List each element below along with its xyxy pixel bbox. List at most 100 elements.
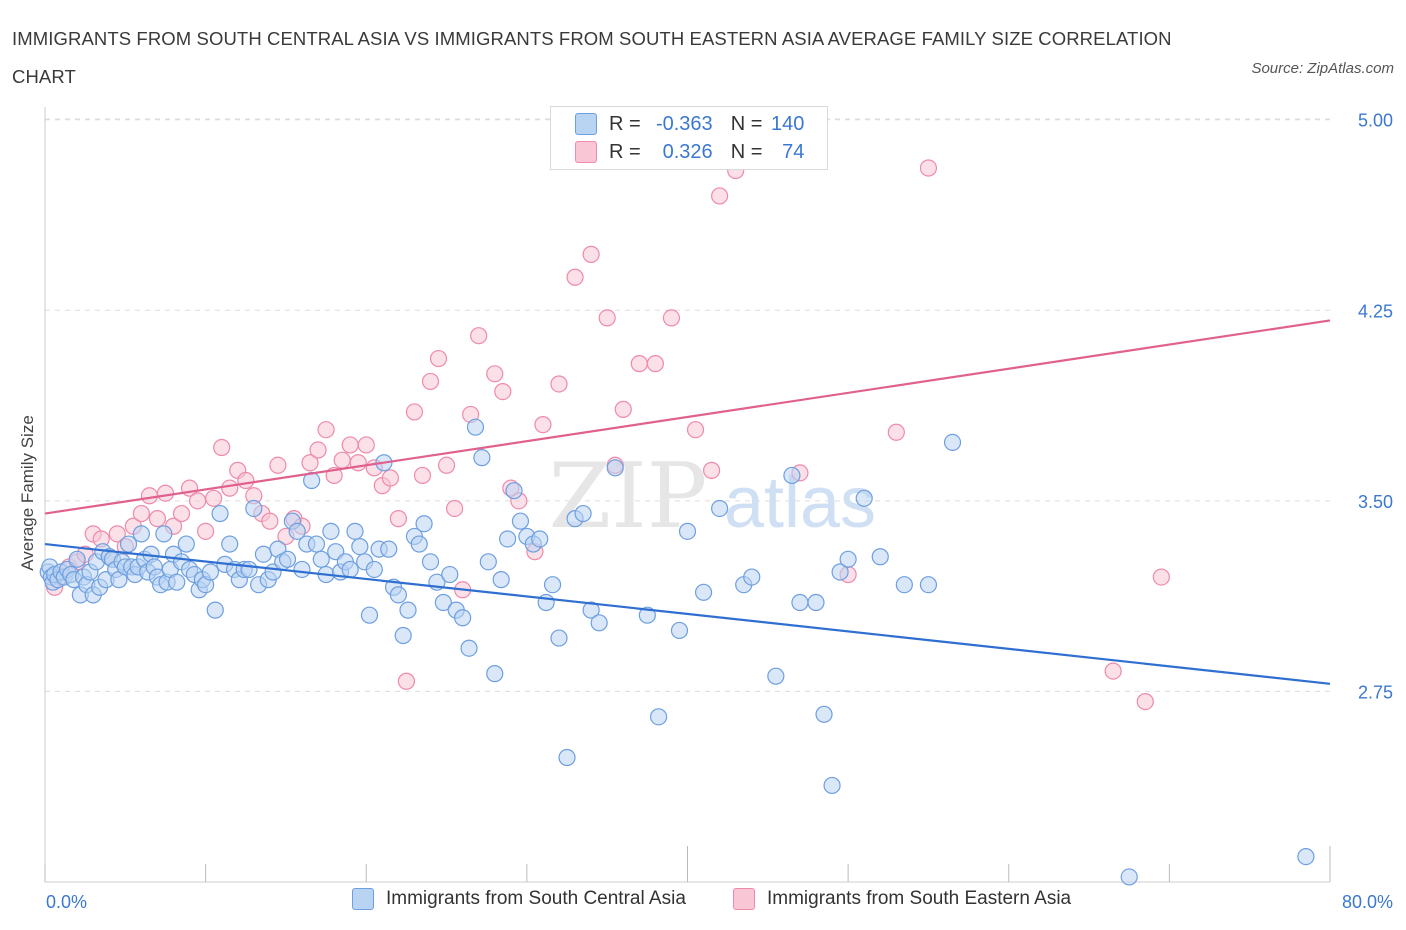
legend-r-label: R = [609,112,641,135]
data-point [293,560,311,579]
data-point [614,400,632,418]
legend-swatch-blue [575,113,597,135]
data-point [322,522,340,540]
data-point [301,454,319,472]
data-point [1297,847,1315,866]
data-point [743,568,761,586]
data-point [309,441,327,459]
data-point [140,487,159,505]
data-point [399,601,417,619]
data-point [702,461,721,479]
data-point [606,459,624,477]
source-label: Source: ZipAtlas.com [1251,60,1394,77]
data-point [815,705,833,723]
data-point [168,573,186,591]
legend-n-label: N = [730,140,763,163]
data-point [711,499,729,518]
data-point [206,601,224,619]
data-point [895,576,913,594]
data-point [172,504,191,523]
data-point [558,748,576,767]
y-tick-label: 4.25 [1358,301,1393,321]
data-point [590,614,608,632]
legend-item-south-eastern-asia[interactable]: Immigrants from South Eastern Asia [733,888,1071,910]
data-point [197,522,215,540]
data-point [1152,568,1170,586]
data-point [460,639,478,657]
data-point [767,667,785,685]
data-point [466,418,485,436]
data-point [479,553,497,571]
data-point [341,560,359,579]
data-point [288,522,306,540]
data-point [437,456,456,474]
legend-swatch-blue [352,888,374,910]
series-south-central-asia [39,418,1315,886]
data-point [511,512,530,530]
data-point [670,621,689,640]
legend-n-label: N = [730,112,763,135]
data-point [831,563,849,581]
legend-n-value: 74 [782,140,805,163]
legend-swatch-pink [575,141,597,163]
chart-title: IMMIGRANTS FROM SOUTH CENTRAL ASIA VS IM… [12,28,1172,87]
data-point [237,471,255,490]
data-point [188,492,207,510]
data-point [855,489,873,507]
data-point [307,535,326,553]
data-point [486,665,504,683]
legend-r-value: 0.326 [662,140,713,163]
legend-row-pink: R = 0.326 N = 74 [575,139,804,165]
data-point [1104,662,1122,680]
data-point [582,601,600,619]
data-point [421,553,440,571]
data-point [177,535,195,553]
data-point [531,530,549,548]
data-point [381,469,399,487]
trend-line-south-eastern-asia [44,319,1331,515]
data-point [791,593,809,612]
data-point [380,540,398,558]
data-point [943,433,962,452]
data-point [574,504,592,523]
data-point [441,565,459,584]
data-point [783,466,801,485]
data-point [351,537,369,556]
legend-item-south-central-asia[interactable]: Immigrants from South Central Asia [352,888,686,910]
data-point [394,626,412,645]
series-legend: Immigrants from South Central Asia Immig… [0,888,1406,916]
data-point [598,309,616,327]
legend-label: Immigrants from South Central Asia [386,888,686,909]
data-point [68,550,86,568]
data-point [205,489,223,507]
y-axis-label: Average Family Size [18,415,37,571]
data-point [871,548,889,566]
trend-line-south-central-asia [44,542,1331,685]
data-point [566,268,584,286]
data-point [494,382,512,401]
data-point [108,525,126,543]
data-point [492,571,510,589]
series-south-eastern-asia [46,159,1170,711]
data-point [429,349,448,368]
data-point [919,576,938,594]
data-point [357,436,375,454]
data-point [155,525,173,543]
data-point [148,510,167,528]
data-point [312,550,330,568]
data-point [1136,692,1154,711]
data-point [405,403,424,421]
data-point [839,550,857,568]
watermark: ZIP atlas [549,444,876,549]
data-point [454,609,472,627]
data-point [389,586,407,604]
data-point [662,309,681,327]
x-tick-label-max: 80.0% [1342,892,1393,912]
x-tick-label-min: 0.0% [46,892,87,912]
data-point [413,466,432,485]
legend-r-label: R = [609,140,641,163]
data-point [919,159,938,177]
data-point [397,672,416,690]
data-point [499,530,517,548]
